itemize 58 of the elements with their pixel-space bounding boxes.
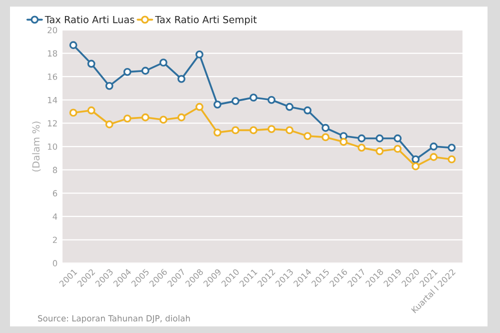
point xyxy=(376,147,384,156)
point xyxy=(430,142,438,150)
y-tick-label: 6 xyxy=(52,190,58,196)
point xyxy=(322,124,330,132)
point xyxy=(141,113,150,122)
point xyxy=(195,50,204,58)
point xyxy=(412,162,420,170)
legend-label: Tax Ratio Arti Luas xyxy=(44,16,134,24)
point xyxy=(213,128,222,136)
y-tick-label: 14 xyxy=(48,96,58,104)
point xyxy=(159,116,168,124)
point xyxy=(232,97,240,106)
y-axis-title: (Dalam %) xyxy=(32,122,41,172)
y-tick-label: 4 xyxy=(52,214,58,220)
y-tick-label: 8 xyxy=(52,166,58,174)
y-tick-label: 10 xyxy=(48,144,58,150)
point xyxy=(304,132,312,140)
point xyxy=(322,133,330,142)
point xyxy=(394,134,402,142)
point xyxy=(69,41,78,50)
point xyxy=(412,155,420,164)
point xyxy=(394,144,402,153)
point xyxy=(358,134,366,142)
y-tick-label: 12 xyxy=(48,120,57,126)
point xyxy=(159,58,168,67)
y-tick-label: 20 xyxy=(48,26,58,34)
y-tick-label: 18 xyxy=(48,50,58,57)
point xyxy=(340,138,348,146)
point xyxy=(87,106,96,114)
point xyxy=(268,96,276,104)
point xyxy=(213,100,222,109)
point xyxy=(123,114,132,123)
point xyxy=(105,120,114,128)
point xyxy=(250,126,258,134)
point xyxy=(448,155,456,164)
y-tick-label: 16 xyxy=(48,74,58,80)
point xyxy=(304,106,312,114)
y-tick-label: 0 xyxy=(52,260,58,266)
point xyxy=(358,144,366,152)
point xyxy=(123,68,132,76)
point xyxy=(69,108,78,117)
point xyxy=(177,74,186,83)
point xyxy=(141,66,150,75)
point xyxy=(430,153,438,161)
point xyxy=(195,102,204,111)
point xyxy=(250,94,258,102)
point xyxy=(268,125,276,133)
point xyxy=(376,134,384,142)
point xyxy=(232,126,240,134)
point xyxy=(177,113,186,122)
source-note: Source: Laporan Tahunan DJP, diolah xyxy=(38,315,190,324)
point xyxy=(286,126,294,134)
legend-label: Tax Ratio Arti Sempit xyxy=(155,16,257,26)
point xyxy=(286,102,294,111)
point xyxy=(87,60,96,68)
point xyxy=(105,82,114,90)
y-tick-label: 2 xyxy=(52,236,57,243)
point xyxy=(448,144,456,152)
